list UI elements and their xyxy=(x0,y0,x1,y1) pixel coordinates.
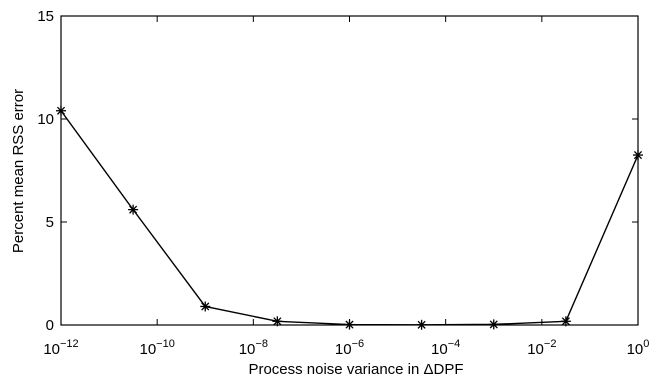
x-tick-label: 10−6 xyxy=(335,338,364,358)
x-axis: 10−12 10−10 10−8 10−6 10−4 10−2 100 xyxy=(43,16,649,358)
y-tick-label: 5 xyxy=(46,214,54,231)
data-point-marker xyxy=(560,316,571,327)
series-layer xyxy=(56,105,643,330)
x-tick-label: 100 xyxy=(627,338,650,358)
data-point-marker xyxy=(416,319,427,330)
y-tick-label: 0 xyxy=(46,317,54,334)
data-point-marker xyxy=(633,150,643,161)
series-line xyxy=(60,110,639,326)
y-tick-label: 15 xyxy=(37,8,54,25)
data-point-marker xyxy=(56,105,66,116)
x-tick-label: 10−12 xyxy=(43,338,78,358)
data-point-marker xyxy=(344,319,355,330)
data-point-marker xyxy=(488,319,499,330)
x-axis-label: Process noise variance in ΔDPF xyxy=(248,361,463,378)
data-point-marker xyxy=(128,204,139,215)
x-tick-label: 10−10 xyxy=(139,338,174,358)
y-axis: 0 5 10 15 xyxy=(37,8,638,334)
data-point-marker xyxy=(200,301,211,312)
x-tick-label: 10−4 xyxy=(431,338,460,358)
plot-frame xyxy=(60,15,639,326)
y-axis-label: Percent mean RSS error xyxy=(10,89,27,253)
data-point-marker xyxy=(272,316,283,327)
x-tick-label: 10−2 xyxy=(527,338,556,358)
y-tick-label: 10 xyxy=(37,111,54,128)
plot-area xyxy=(60,15,639,326)
x-tick-label: 10−8 xyxy=(239,338,268,358)
